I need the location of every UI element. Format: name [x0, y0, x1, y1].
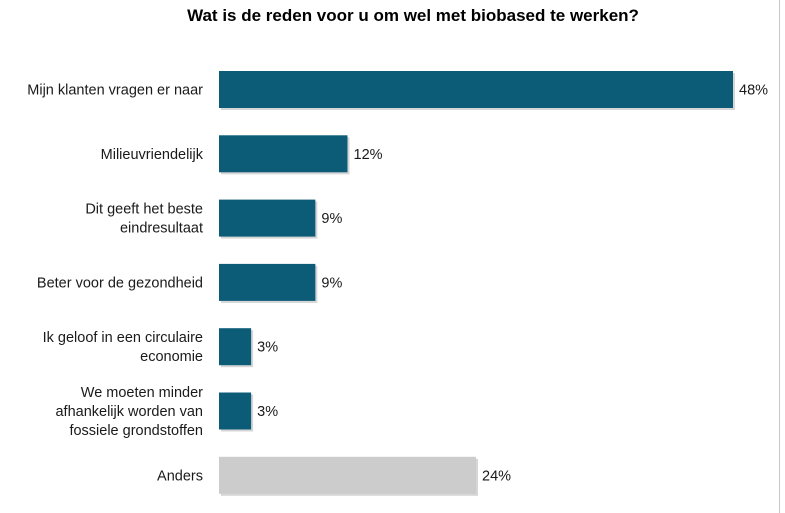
category-label: Dit geeft het beste: [85, 202, 203, 218]
category-label: Mijn klanten vragen er naar: [27, 83, 203, 99]
bar: [219, 199, 316, 237]
frame-border: [779, 0, 780, 513]
bar: [219, 392, 252, 430]
data-label: 48%: [739, 83, 768, 99]
bar: [219, 263, 316, 301]
data-label: 12%: [354, 147, 383, 163]
data-label: 3%: [257, 404, 278, 420]
bar: [219, 456, 476, 494]
category-label: Beter voor de gezondheid: [37, 275, 203, 291]
category-label: Ik geloof in een circulaire: [43, 330, 203, 346]
category-label: fossiele grondstoffen: [69, 423, 203, 439]
data-label: 9%: [321, 211, 342, 227]
category-label: economie: [140, 349, 203, 365]
category-label: Anders: [157, 468, 203, 484]
bar: [219, 135, 348, 173]
bar: [219, 71, 733, 108]
data-label: 9%: [321, 275, 342, 291]
category-label: We moeten minder: [81, 385, 203, 401]
category-label: eindresultaat: [120, 221, 203, 237]
data-label: 24%: [482, 468, 511, 484]
chart-title: Wat is de reden voor u om wel met biobas…: [187, 6, 639, 25]
data-label: 3%: [257, 340, 278, 356]
category-label: afhankelijk worden van: [55, 404, 203, 420]
category-label: Milieuvriendelijk: [101, 147, 204, 163]
bar: [219, 328, 252, 366]
